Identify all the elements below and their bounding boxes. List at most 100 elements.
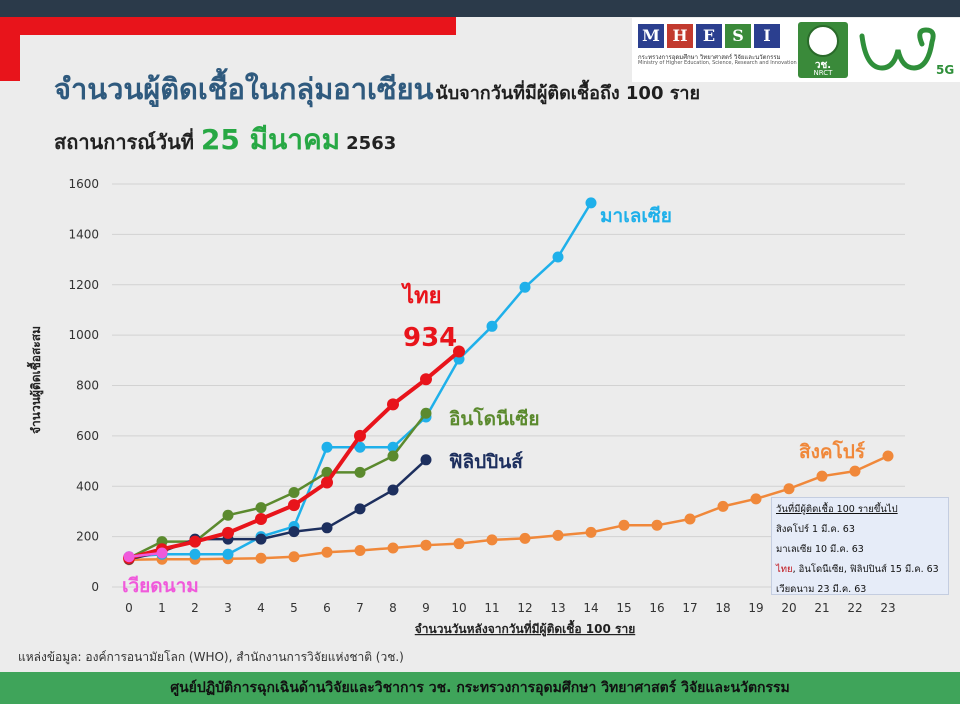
chart-series: [123, 197, 894, 566]
label-philippines: ฟิลิปปินส์: [449, 451, 523, 473]
data-point: [255, 502, 267, 514]
nrct-5g-logo: 5G: [859, 27, 954, 77]
data-point: [288, 499, 300, 512]
data-point: [486, 320, 498, 332]
nrct-thai-abbr: วช.: [814, 60, 832, 71]
chart-gridlines: [112, 183, 905, 588]
data-point: [222, 526, 234, 539]
data-point: [420, 454, 432, 466]
x-tick-label: 15: [616, 601, 631, 615]
label-singapore: สิงคโปร์: [799, 440, 866, 463]
x-tick-label: 20: [781, 601, 796, 615]
series-line: [128, 458, 427, 561]
title-sub: นับจากวันที่มีผู้ติดเชื้อถึง 100 ราย: [435, 83, 701, 104]
data-point: [519, 281, 531, 293]
footer-banner: ศูนย์ปฏิบัติการฉุกเฉินด้านวิจัยและวิชากา…: [0, 672, 960, 704]
y-tick-label: 1200: [68, 278, 99, 292]
series-0: [123, 450, 894, 566]
data-point: [849, 465, 861, 477]
info-thai-red: ไทย: [776, 564, 793, 575]
y-tick-label: 600: [76, 429, 99, 443]
info-vietnam: เวียดนาม 23 มี.ค. 63: [776, 584, 867, 595]
x-tick-label: 3: [224, 601, 232, 615]
mhesi-letter: M: [638, 24, 664, 48]
series-line: [128, 412, 427, 560]
x-tick-label: 10: [451, 601, 466, 615]
data-point: [552, 251, 564, 263]
series-5: [123, 547, 168, 563]
data-point: [288, 487, 300, 499]
data-point: [354, 544, 366, 556]
x-tick-label: 6: [323, 601, 331, 615]
data-point: [519, 532, 531, 544]
mhesi-letter: S: [725, 24, 751, 48]
x-axis-label: จำนวนวันหลังจากวันที่มีผู้ติดเชื้อ 100 ร…: [415, 619, 635, 637]
y-tick-label: 800: [76, 379, 99, 393]
data-point: [189, 535, 201, 548]
x-tick-label: 1: [158, 601, 166, 615]
label-malaysia: มาเลเซีย: [600, 205, 672, 227]
x-tick-label: 2: [191, 601, 199, 615]
x-tick-label: 18: [715, 601, 730, 615]
x-tick-label: 17: [682, 601, 697, 615]
page-title: จำนวนผู้ติดเชื้อในกลุ่มอาเซียน นับจากวันท…: [54, 66, 700, 112]
data-point: [420, 373, 432, 386]
data-point: [651, 519, 663, 531]
mhesi-letter: E: [696, 24, 722, 48]
label-vietnam: เวียดนาม: [122, 575, 199, 597]
5g-swoosh-icon: [859, 27, 936, 71]
data-point: [684, 513, 696, 525]
data-point: [354, 503, 366, 515]
y-axis-label: จำนวนผู้ติดเชื้อสะสม: [26, 326, 44, 434]
data-point: [387, 542, 399, 554]
mhesi-english-name: Ministry of Higher Education, Science, R…: [638, 60, 797, 66]
label-indonesia: อินโดนีเซีย: [449, 407, 539, 430]
label-thai-value: 934: [403, 323, 457, 353]
info-thai-rest: , อินโดนีเซีย, ฟิลิปปินส์ 15 มี.ค. 63: [792, 564, 939, 575]
data-point: [750, 493, 762, 505]
data-point: [717, 500, 729, 512]
label-thai: ไทย: [401, 282, 441, 309]
data-point: [321, 522, 333, 534]
series-line: [128, 551, 163, 559]
logo-panel: M H E S I กระทรวงการอุดมศึกษา วิทยาศาสตร…: [632, 18, 960, 82]
info-singapore: สิงคโปร์ 1 มี.ค. 63: [776, 524, 855, 535]
data-source: แหล่งข้อมูล: องค์การอนามัยโลก (WHO), สำน…: [18, 650, 404, 664]
data-point: [585, 197, 597, 209]
mhesi-logo: M H E S I: [638, 24, 780, 48]
data-point: [354, 429, 366, 442]
x-tick-label: 23: [880, 601, 895, 615]
data-point: [882, 450, 894, 462]
data-point: [387, 441, 399, 453]
x-tick-label: 19: [748, 601, 763, 615]
info-heading: วันที่มีผู้ติดเชื้อ 100 รายขึ้นไป: [776, 504, 898, 515]
y-tick-label: 1000: [68, 328, 99, 342]
x-tick-label: 7: [356, 601, 364, 615]
red-accent-bar: [0, 17, 456, 35]
data-point: [123, 551, 135, 563]
data-point: [387, 398, 399, 411]
data-point: [420, 407, 432, 419]
data-point: [255, 533, 267, 545]
x-tick-label: 16: [649, 601, 664, 615]
data-point: [783, 483, 795, 495]
info-thai-group: ไทย, อินโดนีเซีย, ฟิลิปปินส์ 15 มี.ค. 63: [776, 562, 944, 577]
data-point: [222, 548, 234, 560]
data-point: [189, 548, 201, 560]
x-tick-label: 5: [290, 601, 298, 615]
y-tick-label: 400: [76, 479, 99, 493]
y-tick-label: 1400: [68, 227, 99, 241]
data-point: [321, 476, 333, 489]
series-2: [123, 407, 432, 564]
data-point: [255, 512, 267, 525]
y-tick-label: 1600: [68, 177, 99, 191]
data-point: [453, 538, 465, 550]
x-tick-labels: 0 1 2 3 4 5 6 7 8 9 10 11 12 13 14 15 16 17 18 19 20 21 22 23: [125, 601, 895, 615]
nrct-seal-icon: [807, 25, 839, 57]
top-bar: [0, 0, 960, 17]
5g-label: 5G: [936, 63, 954, 77]
x-tick-label: 4: [257, 601, 265, 615]
series-4: [123, 345, 465, 565]
red-side-accent: [0, 17, 20, 81]
